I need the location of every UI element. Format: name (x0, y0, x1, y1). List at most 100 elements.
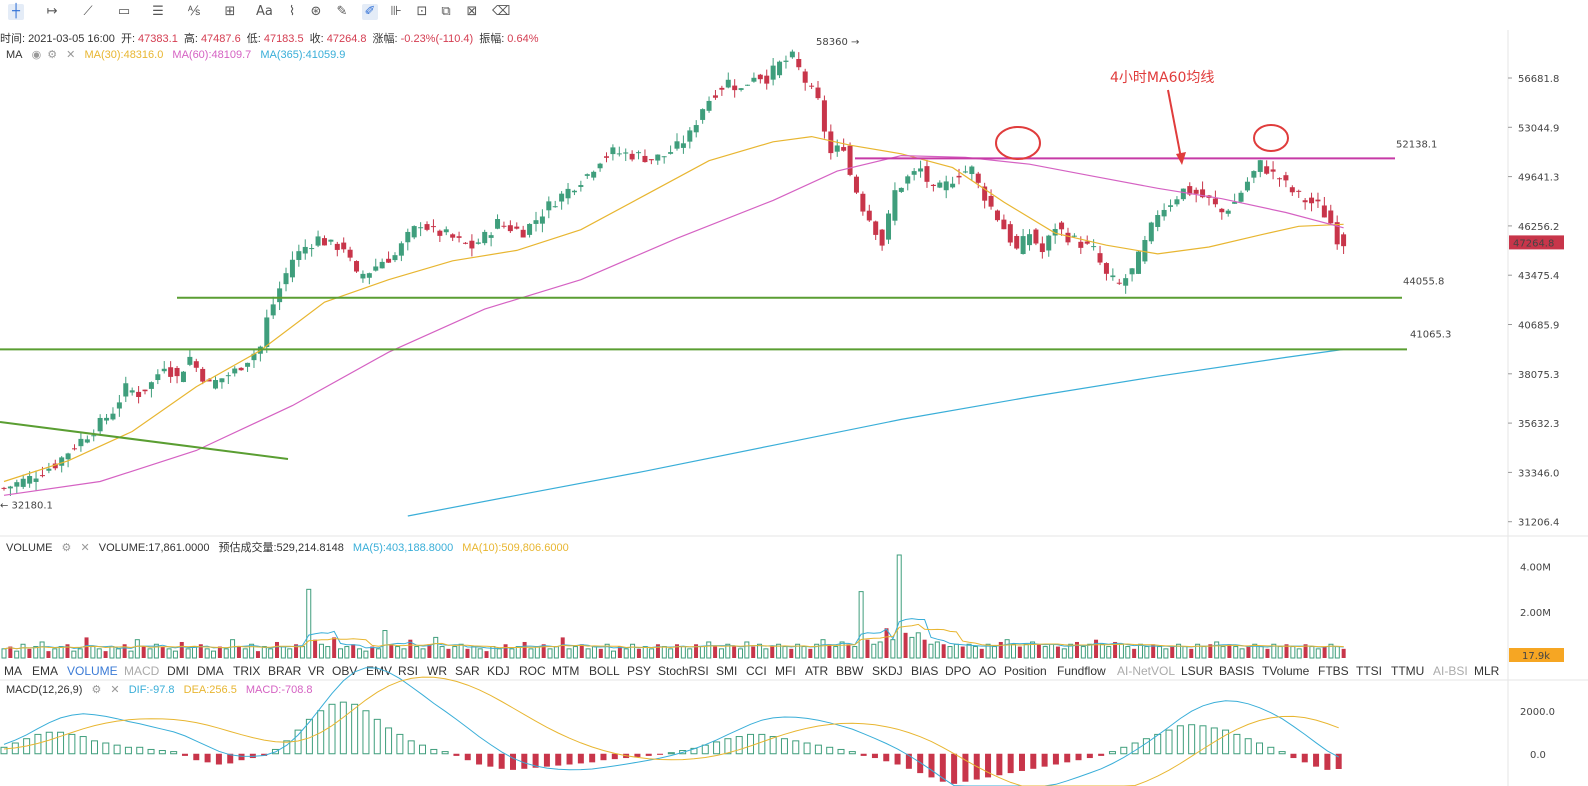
indicator-tab-kdj[interactable]: KDJ (487, 664, 510, 678)
macd-histogram-bar (532, 753, 539, 768)
candle-body (1257, 160, 1263, 172)
indicator-tab-dmi[interactable]: DMI (167, 664, 189, 678)
parallel-lines-icon[interactable]: ☰ (152, 4, 164, 19)
volume-bar (1176, 643, 1182, 659)
volume-bar (223, 648, 229, 659)
volume-bar (1068, 643, 1074, 659)
volume-bar (630, 643, 636, 659)
indicator-tab-bias[interactable]: BIAS (911, 664, 939, 678)
screenshot-icon[interactable]: ⊠ (466, 4, 478, 19)
indicator-tab-ma[interactable]: MA (4, 664, 22, 678)
indicator-tab-ttsi[interactable]: TTSI (1356, 664, 1382, 678)
macd-histogram-bar (1324, 753, 1331, 770)
volume-bar (147, 648, 153, 659)
volume-bar (661, 646, 667, 659)
indicator-tab-boll[interactable]: BOLL (589, 664, 620, 678)
indicator-tab-bbw[interactable]: BBW (836, 664, 864, 678)
macd-histogram-bar (577, 753, 584, 764)
candle-body (886, 213, 892, 240)
macd-histogram-bar (1108, 751, 1116, 755)
candle-body (315, 236, 321, 246)
indicator-tab-basis[interactable]: BASIS (1219, 664, 1255, 678)
indicator-tab-mfi[interactable]: MFI (775, 664, 796, 678)
draw-mode-icon[interactable]: ✐ (362, 4, 378, 20)
volume-bar (865, 639, 870, 658)
candle-body (815, 87, 821, 99)
indicator-tab-smi[interactable]: SMI (716, 664, 738, 678)
candle-body (1020, 236, 1026, 255)
indicator-tab-ftbs[interactable]: FTBS (1318, 664, 1349, 678)
indicator-tab-mlr[interactable]: MLR (1474, 664, 1500, 678)
eye-icon[interactable]: ◉ (31, 49, 42, 61)
indicator-tab-atr[interactable]: ATR (805, 664, 829, 678)
candle-body (27, 476, 33, 484)
volume-bar (1315, 648, 1321, 659)
volume-bar (179, 641, 184, 658)
indicator-tab-stochrsi[interactable]: StochRSI (658, 664, 709, 678)
candle-body (546, 201, 552, 211)
horizontal-ray-icon[interactable]: ↦ (46, 4, 58, 19)
indicator-tab-mtm[interactable]: MTM (552, 664, 580, 678)
crosshair-icon[interactable]: ┼ (8, 4, 24, 20)
indicator-tab-sar[interactable]: SAR (455, 664, 480, 678)
indicator-tab-fundflow[interactable]: Fundflow (1057, 664, 1106, 678)
macd-histogram-bar (679, 750, 687, 755)
indicator-tab-lsur[interactable]: LSUR (1181, 664, 1214, 678)
indicator-tab-position[interactable]: Position (1004, 664, 1047, 678)
volume-bar (680, 646, 686, 659)
volume-bar (541, 644, 546, 658)
volume-bar (363, 650, 369, 659)
indicator-tab-cci[interactable]: CCI (746, 664, 767, 678)
indicator-tab-psy[interactable]: PSY (627, 664, 652, 678)
volume-bar (1074, 641, 1079, 658)
macd-histogram-bar (701, 744, 709, 755)
indicator-tab-trix[interactable]: TRIX (233, 664, 261, 678)
candle-body (1071, 235, 1077, 237)
indicator-tab-skdj[interactable]: SKDJ (872, 664, 903, 678)
candle-body (1161, 209, 1167, 217)
candle-body (180, 371, 186, 383)
macd-histogram-bar (769, 736, 777, 755)
rectangle-icon[interactable]: ▭ (117, 4, 131, 19)
delete-icon[interactable]: ⌫ (492, 4, 511, 19)
indicator-tab-roc[interactable]: ROC (519, 664, 546, 678)
indicator-tab-volume[interactable]: VOLUME (67, 664, 118, 678)
lock-icon[interactable]: ⊪ (390, 4, 402, 19)
close-icon[interactable]: ✕ (80, 542, 90, 554)
settings-icon[interactable]: ⚙ (47, 49, 58, 61)
indicator-tab-ttmu[interactable]: TTMU (1391, 664, 1425, 678)
indicator-tab-brar[interactable]: BRAR (268, 664, 302, 678)
time-label: 时间: (0, 33, 26, 45)
trend-line-icon[interactable]: ⟋ (83, 4, 93, 19)
copy-icon[interactable]: ⧉ (441, 4, 451, 19)
indicator-tab-ai-bsi[interactable]: AI-BSI (1433, 664, 1468, 678)
macd-histogram-bar (1030, 753, 1037, 769)
volume-bar (1080, 646, 1086, 659)
candle-body (668, 152, 674, 154)
indicator-tab-tvolume[interactable]: TVolume (1262, 664, 1310, 678)
indicator-tab-dma[interactable]: DMA (197, 664, 224, 678)
indicator-tab-wr[interactable]: WR (427, 664, 447, 678)
measure-icon[interactable]: ⊞ (224, 4, 236, 19)
pattern-icon[interactable]: ⌇ (288, 4, 296, 19)
indicator-tab-dpo[interactable]: DPO (945, 664, 972, 678)
close-icon[interactable]: ✕ (66, 49, 76, 61)
hide-icon[interactable]: ⊡ (416, 4, 428, 19)
indicator-tab-rsi[interactable]: RSI (398, 664, 419, 678)
volume-bar (515, 646, 521, 659)
fibonacci-icon[interactable]: ⅍ (187, 4, 201, 19)
magnet-icon[interactable]: ⊛ (310, 4, 322, 19)
text-icon[interactable]: Aa (256, 4, 273, 19)
indicator-tab-ao[interactable]: AO (979, 664, 997, 678)
volume-bar (744, 641, 750, 659)
settings-icon[interactable]: ⚙ (91, 684, 102, 696)
indicator-tab-vr[interactable]: VR (308, 664, 325, 678)
close-icon[interactable]: ✕ (110, 684, 120, 696)
volume-bar (39, 641, 45, 659)
ruler-icon[interactable]: ✎ (336, 4, 348, 19)
indicator-tab-ai-netvol[interactable]: AI-NetVOL (1117, 664, 1176, 678)
settings-icon[interactable]: ⚙ (61, 542, 72, 554)
indicator-tab-ema[interactable]: EMA (32, 664, 59, 678)
indicator-tab-macd[interactable]: MACD (124, 664, 160, 678)
